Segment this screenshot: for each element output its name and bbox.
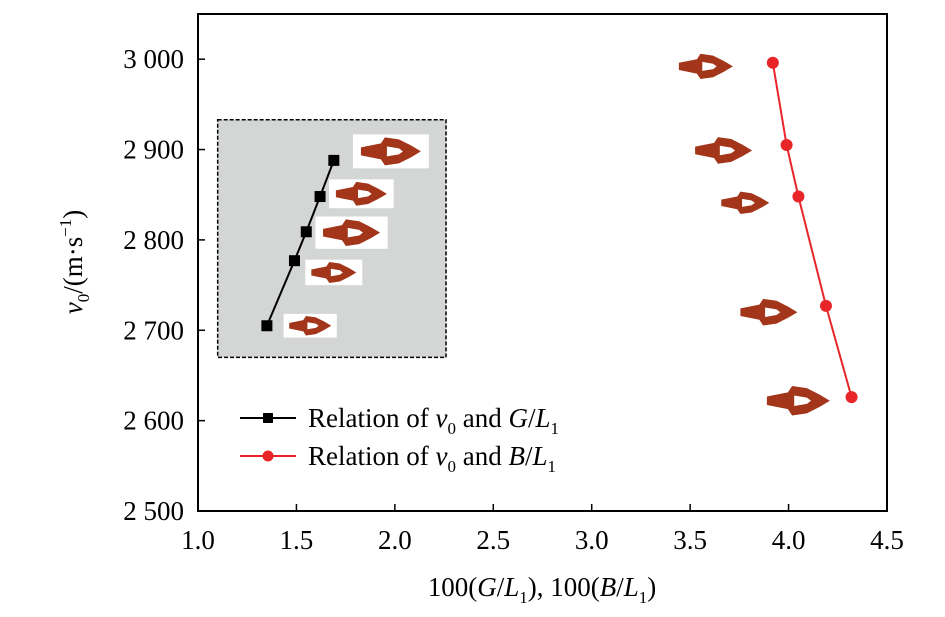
plot-frame <box>197 13 888 512</box>
y-tick-label-3: 2 700 <box>123 315 184 345</box>
series-1-point-3 <box>300 226 312 238</box>
projectile-image-10 <box>766 386 830 416</box>
series-2-point-3 <box>792 190 805 203</box>
x-tick-label-1: 1.0 <box>181 525 215 555</box>
projectile-image-5 <box>283 313 337 338</box>
series-2-line <box>771 62 853 398</box>
legend-label-2: Relation of v0 and B/L1 <box>308 441 556 476</box>
projectile-cavity-2 <box>357 189 372 199</box>
tick-layer: 1.0 1.5 2.0 2.5 3.0 3.5 4.0 4.5 2 500 2 600 2 700 2… <box>123 44 904 555</box>
x-tick-label-8: 4.5 <box>870 525 904 555</box>
x-tick-label-6: 3.5 <box>673 525 707 555</box>
projectile-image-1 <box>352 134 429 169</box>
projectile-cavity-6 <box>702 61 717 71</box>
projectile-cavity-3 <box>347 227 363 238</box>
y-tick-label-2: 2 600 <box>123 406 184 436</box>
series-1-point-1 <box>261 320 273 332</box>
y-tick-label-4: 2 800 <box>123 225 184 255</box>
legend-swatch-marker-1 <box>263 413 273 423</box>
x-tick-label-5: 3.0 <box>575 525 609 555</box>
x-tick-label-3: 2.0 <box>378 525 412 555</box>
series-1-point-5 <box>328 154 340 166</box>
y-axis-title: v0/(m·s−1) <box>56 210 93 315</box>
projectile-image-layer <box>283 53 830 416</box>
projectile-image-3 <box>315 216 388 249</box>
series-2-point-4 <box>819 299 832 312</box>
y-tick-label-6: 3 000 <box>123 44 184 74</box>
projectile-image-8 <box>721 191 770 215</box>
x-axis-title: 100(G/L1), 100(B/L1) <box>428 572 657 607</box>
legend-label-1: Relation of v0 and G/L1 <box>308 403 559 438</box>
series-layer <box>261 56 858 404</box>
projectile-cavity-5 <box>307 322 319 330</box>
projectile-image-7 <box>695 137 753 164</box>
x-tick-label-7: 4.0 <box>772 525 806 555</box>
x-tick-label-2: 1.5 <box>280 525 314 555</box>
projectile-image-9 <box>740 298 798 326</box>
legend: Relation of v0 and G/L1 Relation of v0 a… <box>240 403 559 476</box>
projectile-image-6 <box>678 53 733 80</box>
y-tick-label-1: 2 500 <box>123 496 184 526</box>
series-1-point-4 <box>314 191 326 203</box>
projectile-image-2 <box>329 179 394 209</box>
projectile-cavity-10 <box>794 395 812 407</box>
projectile-image-4 <box>305 259 363 286</box>
x-tick-label-4: 2.5 <box>476 525 510 555</box>
series-2-point-5 <box>845 391 858 404</box>
legend-swatch-marker-2 <box>262 450 274 462</box>
series-2-point-1 <box>766 56 779 69</box>
projectile-cavity-9 <box>765 307 781 317</box>
projectile-cavity-4 <box>330 268 343 277</box>
projectile-cavity-1 <box>386 146 403 157</box>
projectile-cavity-7 <box>719 145 736 156</box>
projectile-cavity-8 <box>742 198 755 207</box>
series-1-point-2 <box>288 255 300 267</box>
y-tick-label-5: 2 900 <box>123 135 184 165</box>
series-2-point-2 <box>780 139 793 152</box>
